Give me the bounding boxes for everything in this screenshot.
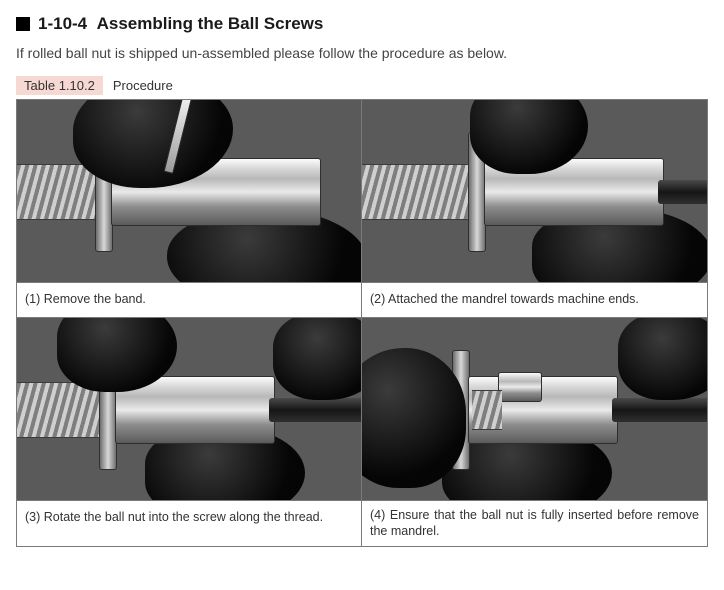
procedure-grid: (1) Remove the band. (2) Attached the ma… xyxy=(16,99,708,548)
step-caption: (2) Attached the mandrel towards machine… xyxy=(362,283,707,317)
step-cell-4: (4) Ensure that the ball nut is fully in… xyxy=(362,318,707,547)
glove-icon xyxy=(362,348,466,488)
mandrel xyxy=(612,398,707,422)
glove-icon xyxy=(618,318,707,400)
step-photo-2 xyxy=(362,100,707,283)
glove-icon xyxy=(273,318,361,400)
step-caption: (1) Remove the band. xyxy=(17,283,361,317)
ball-screw-thread xyxy=(17,164,97,220)
ball-nut-cap xyxy=(498,372,542,402)
heading-bullet xyxy=(16,17,30,31)
table-label-row: Table 1.10.2 Procedure xyxy=(16,76,708,95)
intro-text: If rolled ball nut is shipped un-assembl… xyxy=(16,44,708,64)
mandrel xyxy=(269,398,361,422)
step-photo-3 xyxy=(17,318,361,501)
step-photo-1 xyxy=(17,100,361,283)
ball-screw-thread xyxy=(472,390,502,430)
heading-text: Assembling the Ball Screws xyxy=(97,14,324,33)
section-heading: 1-10-4 Assembling the Ball Screws xyxy=(16,14,708,34)
ball-screw-thread xyxy=(362,164,470,220)
table-badge-sub: Procedure xyxy=(113,78,173,93)
table-badge: Table 1.10.2 xyxy=(16,76,103,95)
step-cell-1: (1) Remove the band. xyxy=(17,100,362,318)
heading-number: 1-10-4 xyxy=(38,14,87,33)
step-cell-2: (2) Attached the mandrel towards machine… xyxy=(362,100,707,318)
step-caption: (3) Rotate the ball nut into the screw a… xyxy=(17,501,361,535)
step-cell-3: (3) Rotate the ball nut into the screw a… xyxy=(17,318,362,547)
heading-title: 1-10-4 Assembling the Ball Screws xyxy=(38,14,323,34)
mandrel xyxy=(658,180,707,204)
step-photo-4 xyxy=(362,318,707,501)
step-caption: (4) Ensure that the ball nut is fully in… xyxy=(362,501,707,547)
